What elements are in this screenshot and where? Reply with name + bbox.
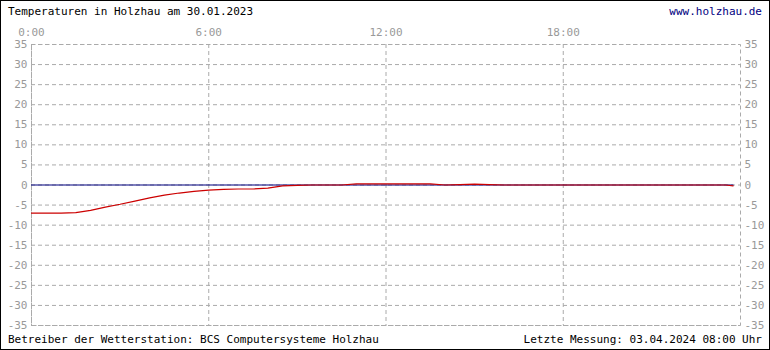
svg-text:-10: -10 xyxy=(8,219,28,232)
svg-text:5: 5 xyxy=(745,158,752,171)
html-text:www.holzhau.de: www.holzhau.de xyxy=(669,5,762,18)
svg-text:35: 35 xyxy=(14,38,27,51)
svg-text:20: 20 xyxy=(14,98,27,111)
svg-text:-20: -20 xyxy=(8,259,28,272)
svg-text:-25: -25 xyxy=(745,279,765,292)
svg-text:25: 25 xyxy=(745,78,758,91)
svg-text:-10: -10 xyxy=(745,219,765,232)
svg-text:25: 25 xyxy=(14,78,27,91)
svg-text:30: 30 xyxy=(14,58,27,71)
svg-text:-15: -15 xyxy=(745,239,765,252)
svg-text:-15: -15 xyxy=(8,239,28,252)
svg-text:-25: -25 xyxy=(8,279,28,292)
svg-text:15: 15 xyxy=(14,118,27,131)
svg-text:0: 0 xyxy=(21,179,28,192)
html-text:Betreiber der Wetterstation: B: Betreiber der Wetterstation: BCS Compute… xyxy=(8,333,379,346)
svg-text:30: 30 xyxy=(745,58,758,71)
svg-text:12:00: 12:00 xyxy=(369,26,402,39)
svg-text:-5: -5 xyxy=(745,199,758,212)
svg-text:-35: -35 xyxy=(8,319,28,332)
svg-text:10: 10 xyxy=(14,138,27,151)
svg-text:0:00: 0:00 xyxy=(18,26,45,39)
svg-text:0: 0 xyxy=(745,179,752,192)
svg-text:5: 5 xyxy=(21,158,28,171)
svg-text:20: 20 xyxy=(745,98,758,111)
html-text:Temperaturen in Holzhau am 30.: Temperaturen in Holzhau am 30.01.2023 xyxy=(8,5,253,18)
svg-text:-30: -30 xyxy=(8,299,28,312)
svg-text:-5: -5 xyxy=(14,199,27,212)
html-text:Letzte Messung: 03.04.2024 08:: Letzte Messung: 03.04.2024 08:00 Uhr xyxy=(523,333,762,346)
svg-text:10: 10 xyxy=(745,138,758,151)
svg-text:-35: -35 xyxy=(745,319,765,332)
svg-text:-20: -20 xyxy=(745,259,765,272)
svg-text:15: 15 xyxy=(745,118,758,131)
svg-text:18:00: 18:00 xyxy=(547,26,580,39)
svg-text:35: 35 xyxy=(745,38,758,51)
svg-text:6:00: 6:00 xyxy=(196,26,223,39)
svg-text:-30: -30 xyxy=(745,299,765,312)
